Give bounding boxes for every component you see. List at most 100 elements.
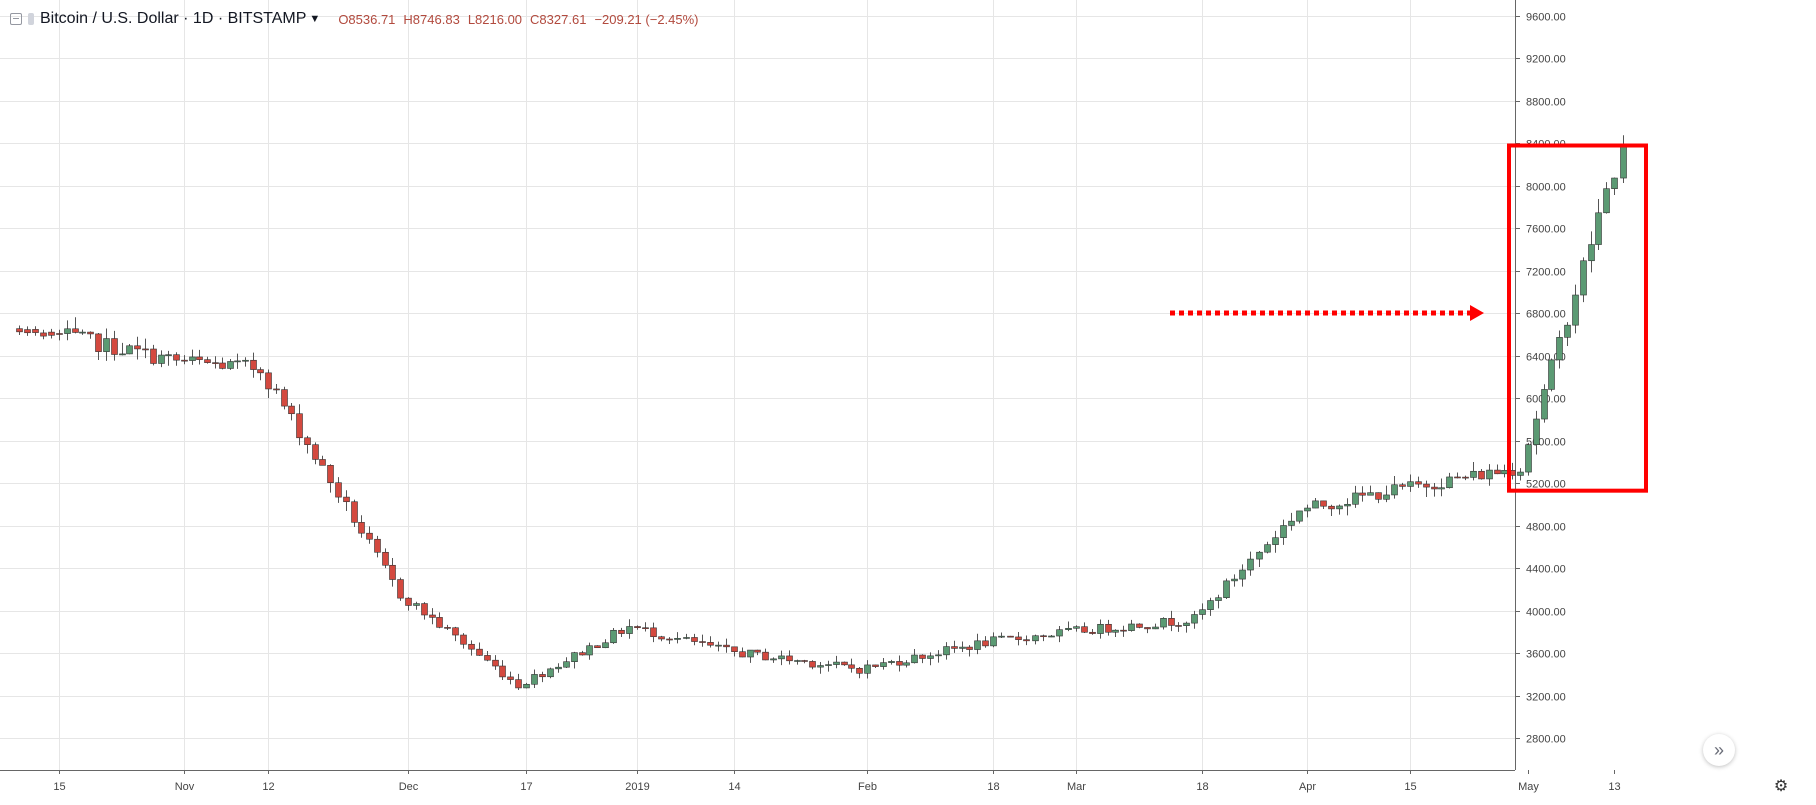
candle-body: [103, 338, 110, 352]
candle-body: [150, 348, 157, 364]
candle-body: [778, 655, 785, 660]
candle-body: [634, 626, 641, 629]
ohlc-values: O8536.71 H8746.83 L8216.00 C8327.61 −209…: [338, 12, 698, 27]
candle-body: [173, 354, 180, 361]
candle-body: [468, 643, 475, 650]
candle-body: [1533, 418, 1540, 445]
candle-body: [1328, 505, 1335, 510]
candle-body: [927, 655, 934, 659]
candle-body: [1446, 476, 1453, 489]
gear-icon[interactable]: ⚙: [1773, 778, 1789, 795]
candle-body: [1128, 623, 1135, 631]
time-tick-label: 2019: [625, 781, 649, 793]
candle-body: [1160, 618, 1167, 628]
candle-body: [794, 660, 801, 662]
time-tick-label: 17: [520, 781, 532, 793]
drag-handle-icon[interactable]: [28, 13, 34, 25]
candle-body: [250, 359, 257, 370]
candle-body: [1517, 471, 1524, 476]
candle-body: [801, 660, 808, 662]
low-value: L8216.00: [467, 11, 523, 27]
candle-body: [1191, 614, 1198, 624]
candle-body: [1603, 188, 1610, 214]
chevron-down-icon[interactable]: ▼: [309, 13, 321, 25]
time-tick-label: May: [1518, 781, 1539, 793]
candle-body: [1359, 492, 1366, 496]
price-tick-label: 8800.00: [1526, 97, 1566, 109]
time-tick-label: Feb: [858, 781, 877, 793]
candle-body: [1112, 629, 1119, 633]
candle-body: [1256, 551, 1263, 560]
candle-body: [1136, 623, 1143, 628]
candle-body: [265, 372, 272, 390]
time-tick-label: 18: [987, 781, 999, 793]
candle-body: [1312, 500, 1319, 509]
candle-body: [1231, 578, 1238, 582]
double-chevron-right-icon[interactable]: »: [1703, 734, 1735, 766]
price-tick-label: 9200.00: [1526, 54, 1566, 66]
candle-body: [990, 636, 997, 647]
candle-body: [833, 661, 840, 665]
candle-body: [1105, 623, 1112, 633]
candle-body: [666, 638, 673, 641]
candle-body: [770, 658, 777, 661]
candle-body: [594, 645, 601, 649]
open-value: O8536.71: [338, 11, 396, 27]
price-tick-label: 2800.00: [1526, 734, 1566, 746]
candle-body: [1215, 597, 1222, 601]
price-tick-label: 5600.00: [1526, 437, 1566, 449]
candle-body: [351, 501, 358, 523]
candle-body: [762, 651, 769, 661]
candle-body: [841, 661, 848, 666]
candle-body: [1462, 476, 1469, 479]
candle-body: [1595, 212, 1602, 245]
candle-body: [1494, 469, 1501, 475]
candle-body: [1272, 537, 1279, 545]
candle-body: [95, 333, 102, 352]
symbol-title[interactable]: Bitcoin / U.S. Dollar · 1D · BITSTAMP: [40, 10, 307, 27]
candle-body: [880, 662, 887, 667]
candle-body: [626, 626, 633, 634]
candle-body: [911, 654, 918, 664]
candle-body: [436, 617, 443, 628]
candle-body: [747, 649, 754, 658]
candle-body: [856, 667, 863, 674]
candle-body: [1264, 544, 1271, 553]
candle-body: [1097, 623, 1104, 634]
candle-body: [959, 646, 966, 649]
candle-body: [1288, 520, 1295, 526]
candle-body: [951, 646, 958, 649]
candle-body: [1280, 525, 1287, 538]
candle-body: [935, 654, 942, 657]
candle-body: [1620, 145, 1627, 179]
candle-body: [966, 646, 973, 650]
arrow-head: [1470, 305, 1484, 321]
close-value: C8327.61: [530, 11, 587, 27]
candle-body: [1383, 494, 1390, 500]
candle-body: [1391, 484, 1398, 496]
candle-body: [460, 634, 467, 645]
candle-body: [739, 651, 746, 658]
collapse-icon[interactable]: [10, 13, 22, 25]
candle-body: [1048, 635, 1055, 638]
candle-body: [319, 459, 326, 466]
time-axis: 15 Nov 12 Dec 17 2019 14 Feb 18 Mar 18 Apr 15 May 13: [0, 770, 1621, 800]
candle-body: [181, 359, 188, 362]
candle-body: [1478, 470, 1485, 480]
candle-body: [896, 661, 903, 666]
candle-body: [196, 356, 203, 360]
candle-body: [1367, 492, 1374, 496]
high-value: H8746.83: [403, 11, 460, 27]
candle-body: [358, 522, 365, 534]
candle-body: [499, 665, 506, 678]
candle-body: [452, 627, 459, 636]
candle-body: [1175, 625, 1182, 627]
candle-body: [571, 652, 578, 662]
candle-body: [134, 345, 141, 350]
candle-body: [864, 664, 871, 674]
candle-body: [1081, 626, 1088, 633]
candle-body: [555, 666, 562, 670]
candle-body: [429, 614, 436, 618]
